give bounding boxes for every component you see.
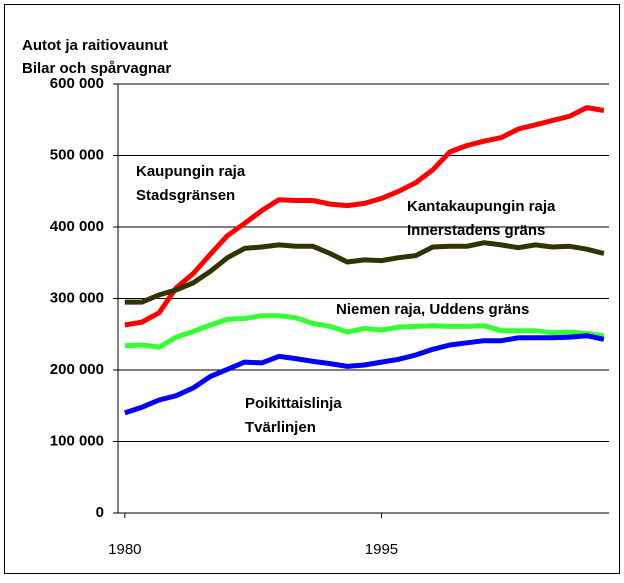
y-tick-label: 100 000 [50, 432, 104, 449]
series-label: Kantakaupungin raja [407, 198, 556, 215]
series-label: Stadsgränsen [136, 187, 235, 204]
series-line [124, 313, 605, 350]
y-tick-label: 500 000 [50, 146, 104, 163]
y-tick-label: 400 000 [50, 218, 104, 235]
series-label: Poikittaislinja [245, 395, 342, 412]
series-label: Innerstadens gräns [407, 222, 545, 239]
y-tick-label: 300 000 [50, 289, 104, 306]
series-line [124, 105, 605, 328]
series-label: Niemen raja, Uddens gräns [336, 301, 529, 318]
chart-border [4, 4, 620, 574]
series-label: Tvärlinjen [245, 419, 316, 436]
y-tick-label: 0 [96, 504, 104, 521]
chart-title: Autot ja raitiovaunut [22, 37, 168, 54]
y-tick-label: 200 000 [50, 361, 104, 378]
series-label: Kaupungin raja [136, 163, 246, 180]
y-tick-label: 600 000 [50, 75, 104, 92]
series-line [124, 240, 605, 305]
chart-title: Bilar och spårvagnar [22, 60, 171, 77]
x-tick-label: 1995 [365, 541, 398, 558]
x-tick-label: 1980 [108, 541, 141, 558]
series-line [124, 333, 605, 416]
